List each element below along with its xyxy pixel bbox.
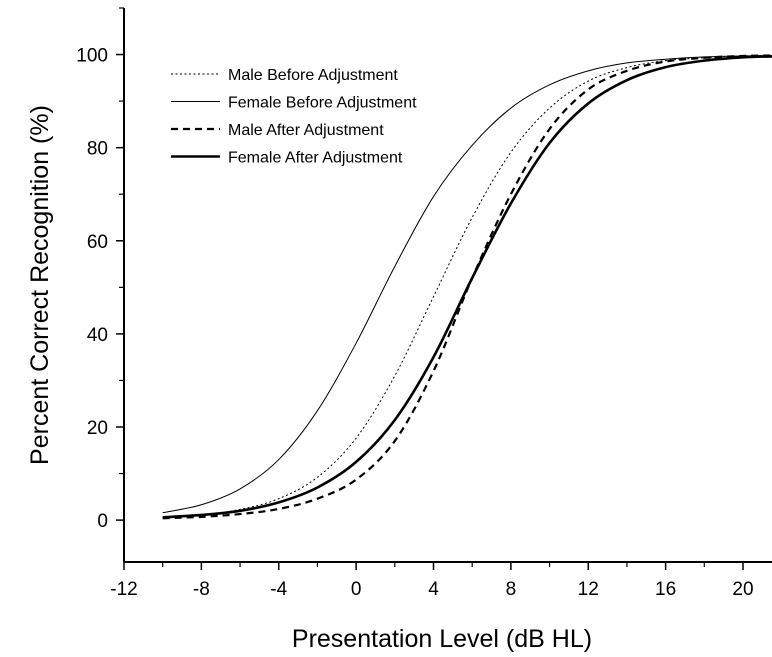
x-axis-title: Presentation Level (dB HL)	[292, 625, 592, 653]
legend: Male Before Adjustment Female Before Adju…	[171, 67, 417, 167]
y-tick-label: 20	[87, 418, 108, 439]
y-axis-title: Percent Correct Recognition (%)	[26, 105, 54, 465]
x-tick-label: -4	[270, 579, 287, 600]
legend-label-male-after-adjustment: Male After Adjustment	[228, 122, 384, 139]
y-tick-label: 0	[97, 511, 108, 532]
y-tick-label: 60	[87, 232, 108, 253]
plot-frame	[123, 8, 772, 563]
y-tick-group: 0 20 40 60 80 100	[76, 7, 124, 532]
series-layer	[162, 54, 772, 520]
legend-label-male-before-adjustment: Male Before Adjustment	[228, 67, 398, 84]
x-tick-label: 12	[578, 579, 599, 600]
x-tick-label: 20	[732, 579, 753, 600]
legend-label-female-after-adjustment: Female After Adjustment	[228, 150, 403, 167]
x-tick-label: -8	[193, 579, 210, 600]
series-line-female-before-adjustment	[162, 54, 772, 514]
series-line-female-after-adjustment	[162, 55, 772, 519]
y-tick-label: 40	[87, 325, 108, 346]
legend-label-female-before-adjustment: Female Before Adjustment	[228, 95, 417, 112]
x-tick-label: 8	[506, 579, 517, 600]
x-tick-label: -12	[110, 579, 137, 600]
y-tick-label: 80	[87, 139, 108, 160]
y-tick-label: 100	[76, 46, 108, 67]
x-tick-group: -12 -8 -4 0 4 8 12 16 20	[110, 562, 754, 600]
x-tick-label: 4	[428, 579, 439, 600]
x-tick-label: 16	[655, 579, 676, 600]
x-tick-label: 0	[351, 579, 362, 600]
